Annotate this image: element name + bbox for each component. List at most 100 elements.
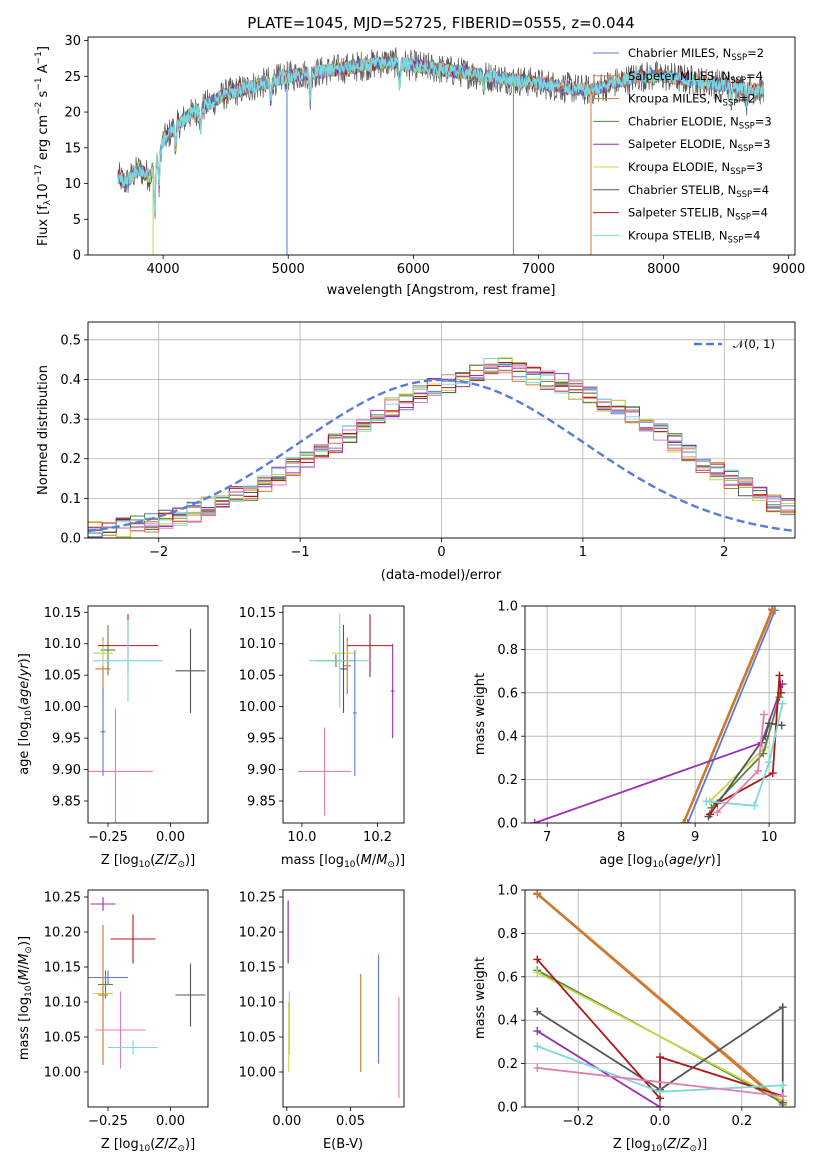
mass-weight-marker xyxy=(656,1087,664,1096)
legend-label: Chabrier MILES, NSSP=2 xyxy=(628,46,764,63)
y-tick-label: 1.0 xyxy=(497,884,518,899)
gaussian-curve xyxy=(88,378,795,533)
y-tick: 10.15 xyxy=(239,961,283,976)
x-tick: −0.25 xyxy=(88,823,128,845)
y-tick-label: 10.10 xyxy=(239,996,276,1011)
spectrum-title: PLATE=1045, MJD=52725, FIBERID=0555, z=0… xyxy=(247,14,634,32)
y-tick-label: 0.3 xyxy=(60,413,81,428)
residual-panel: −2 −1 0 1 2 0.0 0.1 0.2 0.3 0.4 0.5 𝒩(0, 1) xyxy=(60,321,796,560)
x-tick: −0.25 xyxy=(88,1107,128,1129)
x-tick-label: −0.25 xyxy=(88,1114,128,1129)
y-tick: 20 xyxy=(64,106,88,121)
y-tick: 10.25 xyxy=(239,891,283,906)
y-tick-label: 0.4 xyxy=(497,730,518,745)
legend-label: Salpeter MILES, NSSP=4 xyxy=(628,69,763,86)
mass-weight-line xyxy=(536,971,784,1102)
y-tick-label: 9.90 xyxy=(52,763,81,778)
y-tick-label: 9.85 xyxy=(52,794,81,809)
mass-weight-marker xyxy=(533,1042,542,1051)
x-tick-label: 0.05 xyxy=(336,1114,365,1129)
y-tick: 0.4 xyxy=(497,730,525,745)
x-tick-label: 5000 xyxy=(272,262,305,277)
x-tick: 7 xyxy=(543,823,551,845)
y-tick-label: 0.4 xyxy=(60,373,81,388)
y-tick: 10.00 xyxy=(239,700,283,715)
x-tick-label: 1 xyxy=(579,545,587,560)
age-vs-z-ylabel: age [log10(age/yr)] xyxy=(17,653,34,775)
x-tick: −0.2 xyxy=(562,1107,594,1129)
y-tick-label: 10.00 xyxy=(44,700,81,715)
x-tick-label: 7 xyxy=(543,830,551,845)
x-tick-label: 9 xyxy=(691,830,699,845)
mass-weight-marker xyxy=(656,1053,664,1062)
mass-weight-series xyxy=(713,710,768,817)
y-tick: 25 xyxy=(64,70,88,85)
y-tick: 0.1 xyxy=(60,492,88,507)
y-tick-label: 10.05 xyxy=(239,1031,276,1046)
y-tick-label: 0.6 xyxy=(497,686,518,701)
mass-vs-ebv-xlabel: E(B-V) xyxy=(323,1137,363,1152)
y-tick-label: 0.2 xyxy=(60,452,81,467)
y-tick: 10.05 xyxy=(44,669,88,684)
mass-weight-line xyxy=(536,958,784,1101)
x-tick-label: 8 xyxy=(617,830,625,845)
mass-weight-marker xyxy=(683,819,692,823)
x-tick-label: 0 xyxy=(437,545,445,560)
mass-weight-marker xyxy=(530,819,539,823)
y-tick: 10.05 xyxy=(239,669,283,684)
y-tick: 10.05 xyxy=(44,1031,88,1046)
y-tick-label: 30 xyxy=(64,34,81,49)
axes-frame xyxy=(282,605,405,824)
mass-weight-marker xyxy=(533,1027,542,1036)
y-tick: 10.00 xyxy=(44,700,88,715)
histogram-step xyxy=(88,365,795,531)
y-tick: 10.15 xyxy=(44,961,88,976)
error-bar-point xyxy=(90,897,116,911)
y-tick-label: 25 xyxy=(64,70,81,85)
y-tick-label: 9.85 xyxy=(247,794,276,809)
x-tick: 0.0 xyxy=(650,1107,670,1129)
y-tick-label: 10.05 xyxy=(44,669,81,684)
age-vs-z-panel: −0.25 0.00 9.85 9.90 9.95 10.00 10.05 10.10 10.1… xyxy=(44,605,209,845)
y-tick: 10.05 xyxy=(239,1031,283,1046)
mass-weight-line xyxy=(706,703,784,807)
y-tick-label: 10.20 xyxy=(44,926,81,941)
legend-label: Kroupa MILES, NSSP=2 xyxy=(628,92,755,109)
axes-frame xyxy=(87,605,209,824)
y-tick-label: 0.0 xyxy=(60,532,81,547)
y-tick-label: 10.10 xyxy=(239,637,276,652)
x-tick: 10 xyxy=(761,823,778,845)
y-tick-label: 5 xyxy=(73,213,81,228)
y-tick: 10.10 xyxy=(44,637,88,652)
mass-weight-vs-z-panel: −0.2 0.0 0.2 0.0 0.2 0.4 0.6 0.8 1.0 xyxy=(497,884,796,1129)
error-bar-point xyxy=(309,613,370,708)
x-tick: 0.00 xyxy=(156,1107,185,1129)
y-tick: 0.2 xyxy=(60,452,88,467)
y-tick: 0.8 xyxy=(497,643,525,658)
y-tick: 0.6 xyxy=(497,686,525,701)
spectrum-line xyxy=(117,55,764,204)
spectrum-panel: 4000 5000 6000 7000 8000 9000 0 5 10 15 20 25 30 Chab… xyxy=(64,34,805,277)
age-vs-mass-panel: 10.0 10.2 9.85 9.90 9.95 10.00 10.05 10.10 10.15 xyxy=(239,605,405,845)
y-tick-label: 9.95 xyxy=(52,732,81,747)
y-tick: 1.0 xyxy=(497,600,525,615)
x-tick: 10.2 xyxy=(363,823,392,845)
y-tick-label: 0.5 xyxy=(60,333,81,348)
mass-weight-marker xyxy=(765,758,774,767)
legend-entry: Salpeter MILES, NSSP=4 xyxy=(593,69,763,86)
mass-weight-series xyxy=(533,1042,787,1096)
legend-label: Salpeter STELIB, NSSP=4 xyxy=(628,206,768,223)
y-tick-label: 9.95 xyxy=(247,732,276,747)
mass-weight-marker xyxy=(713,799,722,808)
x-tick: 6000 xyxy=(397,255,430,277)
legend-entry: Kroupa STELIB, NSSP=4 xyxy=(593,228,760,245)
y-tick: 0.0 xyxy=(497,1101,525,1116)
y-tick-label: 0.0 xyxy=(497,1101,518,1116)
y-tick: 5 xyxy=(73,213,88,228)
x-tick-label: 2 xyxy=(720,545,728,560)
x-tick-label: 10 xyxy=(761,830,778,845)
error-bar-point xyxy=(88,970,128,985)
x-tick: 5000 xyxy=(272,255,305,277)
x-tick-label: 10.2 xyxy=(363,830,392,845)
mass-weight-marker xyxy=(533,955,542,964)
